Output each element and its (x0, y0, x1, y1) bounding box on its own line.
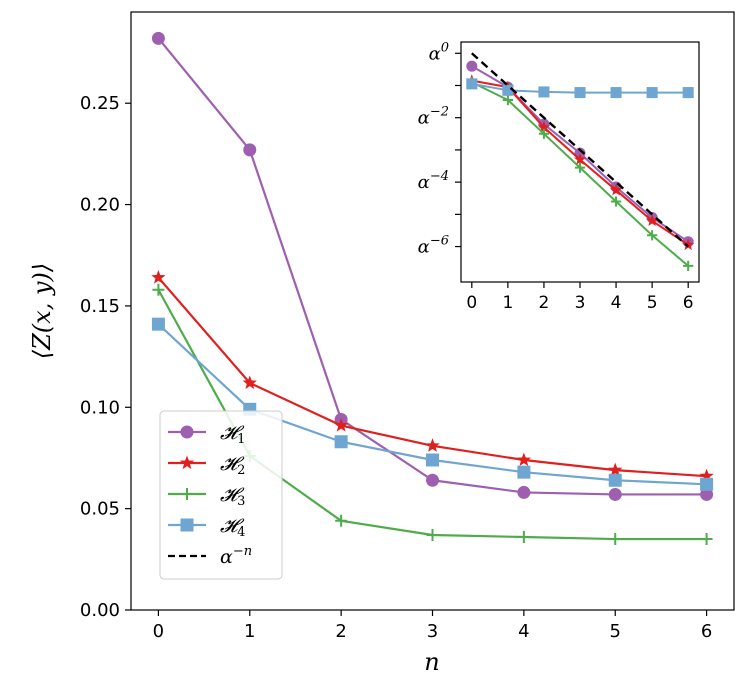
main-data-point (608, 462, 623, 477)
inset-data-point (647, 230, 658, 241)
main-data-point (700, 487, 714, 501)
inset-x-tick-label: 4 (611, 293, 622, 313)
main-y-tick-label: 0.00 (80, 600, 120, 621)
main-x-tick-label: 0 (153, 621, 164, 642)
inset-data-point (537, 120, 550, 133)
main-data-point (426, 528, 439, 541)
inset-data-point (683, 260, 694, 271)
main-data-point (151, 270, 166, 284)
main-y-axis-label: ⟨Z(x, y)⟩ (28, 263, 56, 359)
main-data-point (151, 317, 165, 331)
main-y-tick-label: 0.05 (80, 499, 120, 520)
legend-frame (159, 410, 283, 580)
inset-data-point (466, 78, 478, 90)
inset-data-point (538, 86, 550, 98)
inset-series-5 (471, 52, 689, 248)
main-data-point (517, 485, 531, 499)
inset-data-point (574, 87, 586, 99)
inset-data-point (574, 162, 586, 173)
inset-data-point (646, 214, 659, 226)
inset-data-point (610, 196, 622, 207)
main-data-point (151, 31, 165, 45)
main-data-point (608, 473, 622, 487)
inset-series-group (465, 52, 695, 271)
inset-x-axis: 0 1 2 3 4 5 6 (466, 282, 694, 313)
inset-y-axis: α0 α−2 α−4 α−6 (418, 40, 461, 258)
main-series-2 (151, 270, 714, 483)
main-data-point (426, 473, 439, 487)
main-data-point (243, 143, 257, 157)
main-x-axis-label: n (424, 648, 439, 676)
inset-y-tick-label: α−2 (418, 105, 449, 129)
inset-data-point (610, 87, 622, 99)
inset-y-tick-label: α0 (429, 40, 449, 64)
inset-data-point (682, 87, 694, 99)
inset-x-tick-label: 2 (539, 293, 550, 313)
main-x-axis: 0 1 2 3 4 5 6 (153, 610, 712, 642)
inset-x-tick-label: 3 (575, 293, 586, 313)
legend-marker (179, 455, 195, 470)
main-data-point (516, 452, 531, 467)
main-series-1 (151, 31, 714, 501)
main-data-point (517, 465, 531, 479)
inset-data-point (682, 238, 695, 251)
inset-data-point (502, 94, 513, 106)
main-x-tick-label: 4 (518, 621, 529, 642)
inset-data-point (573, 153, 587, 165)
inset-data-point (646, 87, 658, 99)
main-data-point (152, 283, 165, 296)
main-data-point (425, 438, 440, 452)
legend-entry-reference: α−n (168, 544, 252, 568)
inset-data-point (502, 84, 514, 96)
inset-y-tick-label: α−6 (418, 234, 449, 258)
main-data-point (700, 477, 714, 491)
main-data-point (700, 533, 713, 546)
inset-data-point (538, 128, 550, 139)
inset-x-tick-label: 0 (466, 293, 477, 313)
main-y-tick-label: 0.15 (80, 296, 120, 317)
inset-data-point (610, 183, 623, 196)
main-data-point (699, 468, 714, 483)
main-x-tick-label: 1 (244, 621, 255, 642)
main-data-point (608, 487, 622, 501)
main-x-tick-label: 3 (427, 621, 438, 642)
legend-label: α−n (220, 544, 252, 568)
legend-marker (181, 488, 193, 500)
main-y-tick-label: 0.25 (80, 93, 120, 114)
main-data-point (426, 453, 439, 467)
main-y-axis: 0.00 0.05 0.10 0.15 0.20 0.25 (80, 93, 131, 621)
main-x-tick-label: 5 (610, 621, 621, 642)
main-x-tick-label: 6 (701, 621, 712, 642)
inset-x-tick-label: 1 (502, 293, 513, 313)
inset-series-4 (466, 78, 694, 99)
main-x-tick-label: 2 (335, 621, 346, 642)
main-y-tick-label: 0.20 (80, 195, 120, 216)
main-data-point (517, 531, 530, 544)
inset-plot: 0 1 2 3 4 5 6 α0 α−2 α−4 α−6 (418, 40, 700, 313)
inset-series-line (471, 52, 689, 248)
main-data-point (609, 533, 622, 546)
legend-marker (180, 518, 194, 532)
main-y-tick-label: 0.10 (80, 397, 120, 418)
main-data-point (334, 435, 348, 449)
main-data-point (335, 514, 348, 527)
inset-data-point (466, 60, 478, 72)
inset-x-tick-label: 6 (683, 293, 694, 313)
inset-x-tick-label: 5 (647, 293, 658, 313)
legend-marker (180, 425, 194, 439)
main-data-point (242, 375, 257, 390)
inset-y-tick-label: α−4 (418, 169, 449, 193)
main-data-point (334, 418, 349, 432)
